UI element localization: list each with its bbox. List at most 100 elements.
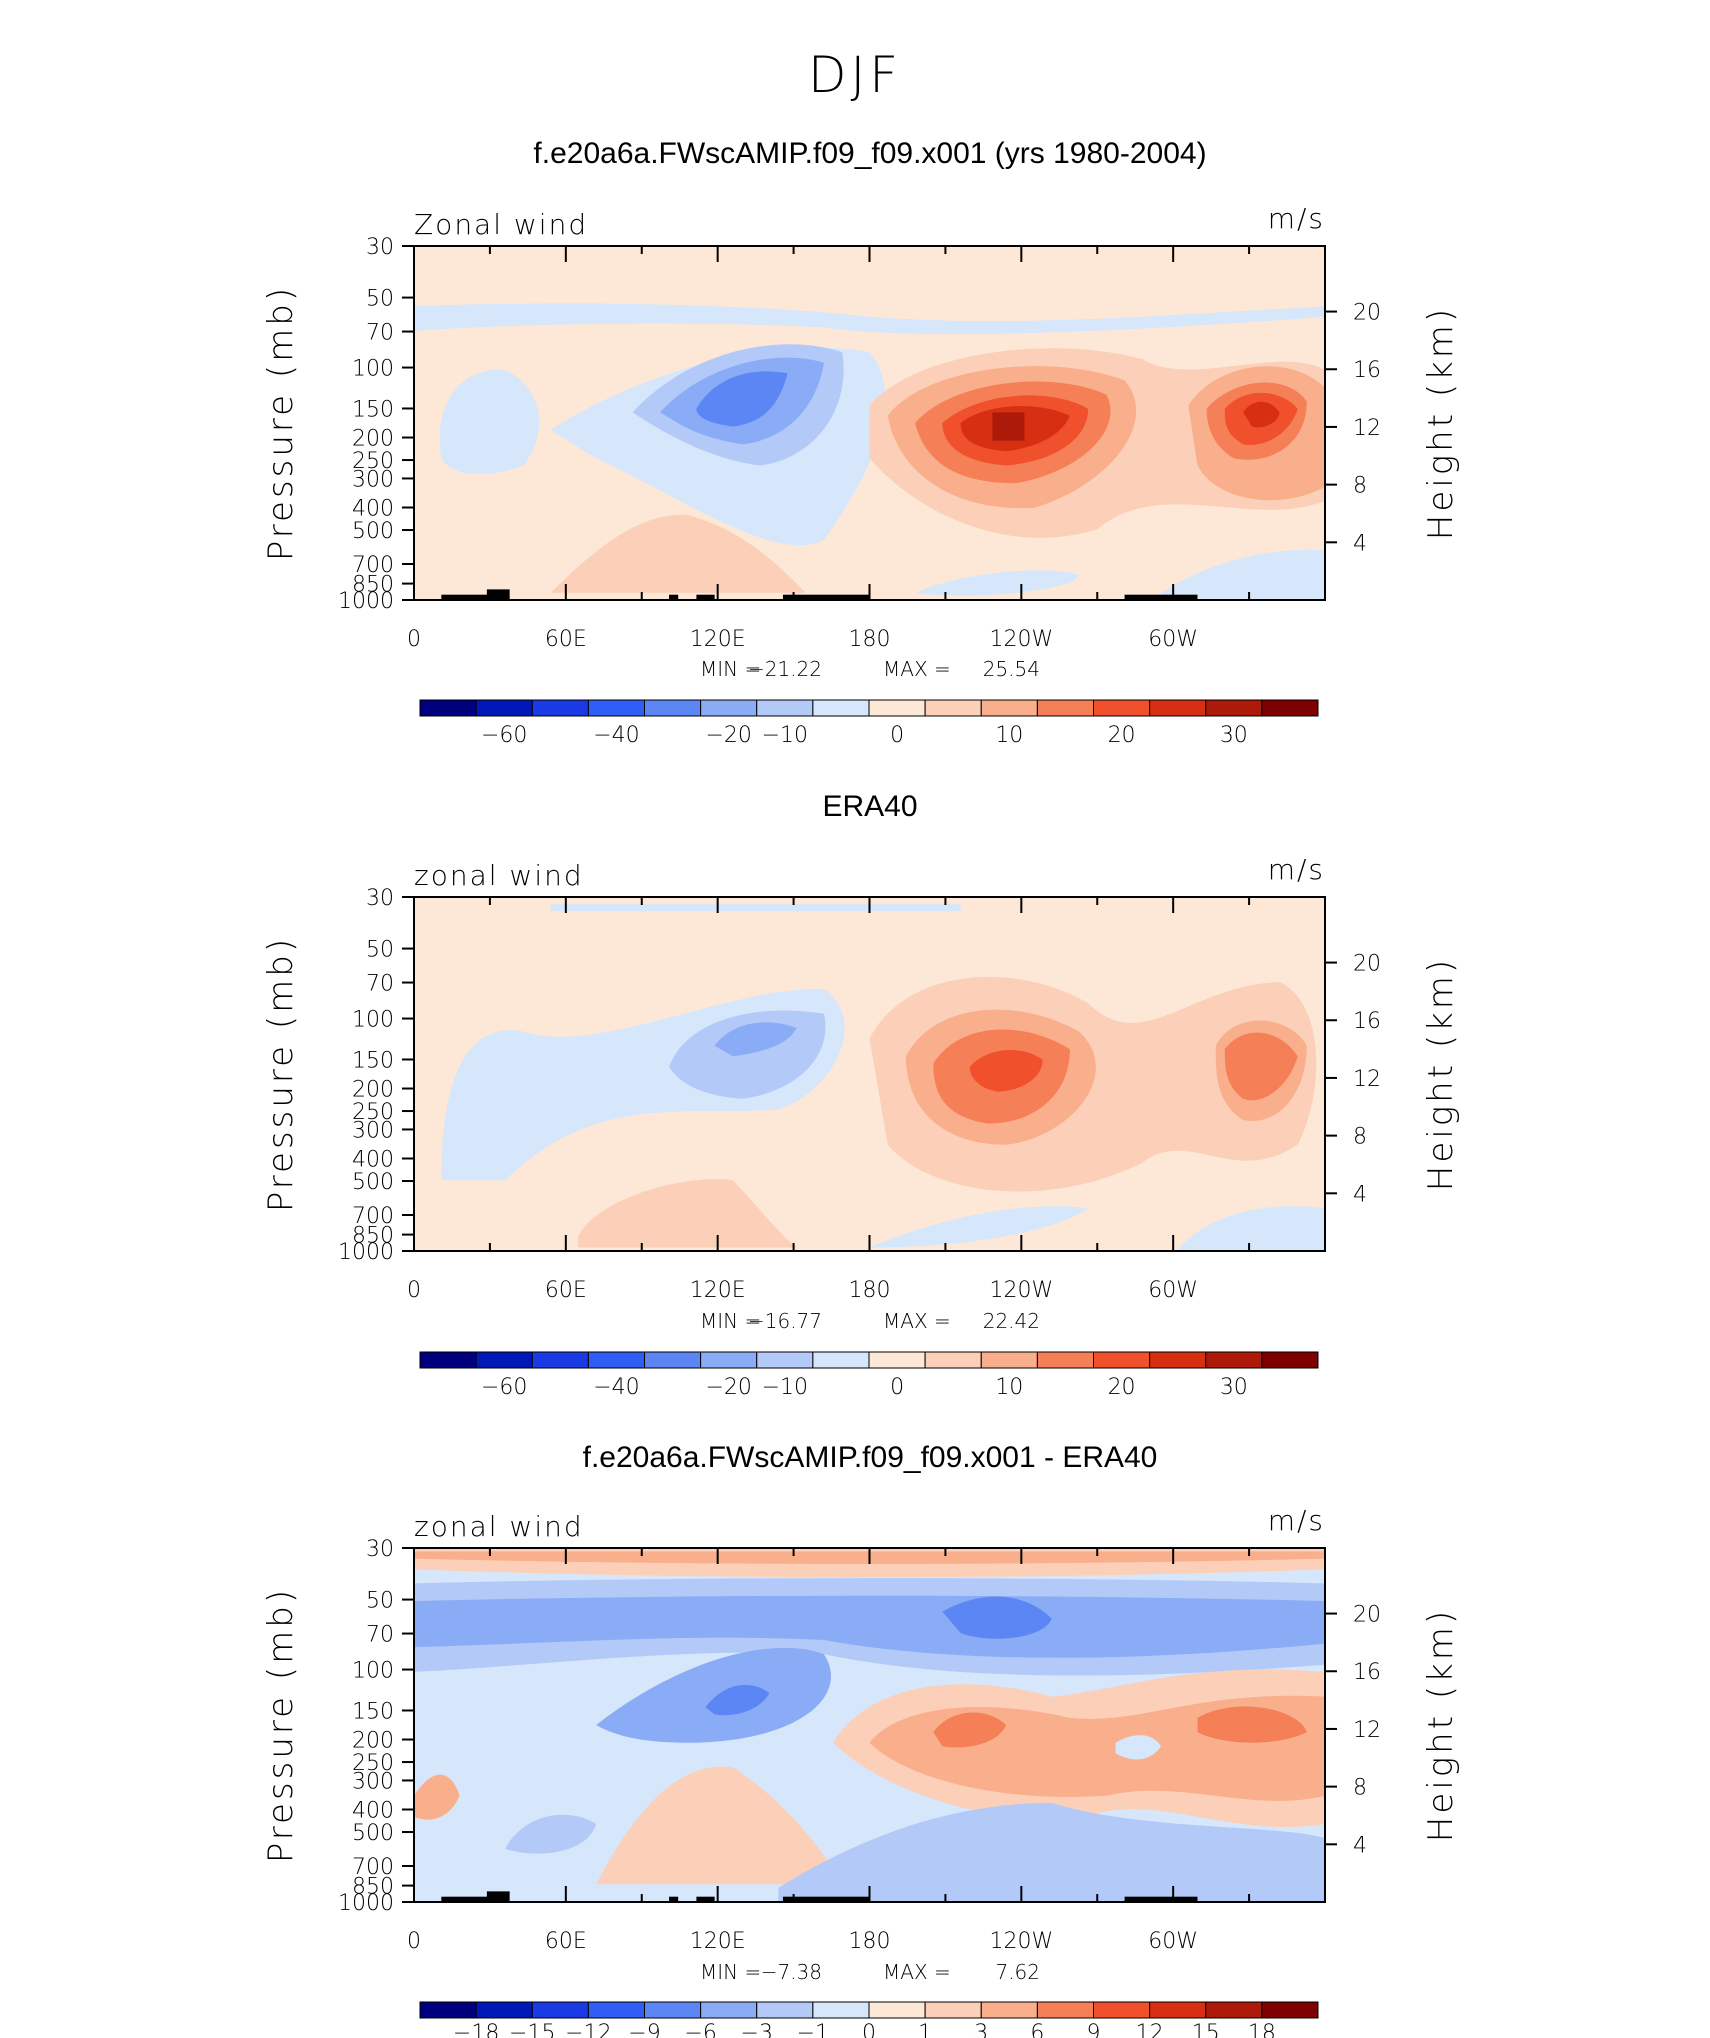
colorbar-label: −60 [481, 723, 527, 748]
colorbar: −18 −15 −12 −9 −6 −3 −1 0 1 3 6 9 12 15 18 [419, 2001, 1319, 2038]
colorbar-swatch [1036, 1351, 1094, 1369]
lon-tick-label: 180 [849, 1929, 891, 1954]
max-label: MAX = [883, 657, 951, 681]
height-tick-label: 4 [1353, 1182, 1367, 1207]
pressure-tick-label: 850 [352, 1224, 394, 1249]
height-tick-label: 16 [1353, 1009, 1381, 1034]
lon-tick-label: 0 [407, 1929, 421, 1954]
terrain-block [669, 594, 679, 600]
pressure-tick-label: 700 [352, 553, 394, 578]
contour-region [414, 1774, 460, 1820]
terrain-block [782, 1896, 870, 1902]
height-tick-label: 12 [1353, 1718, 1381, 1743]
contour-region [942, 1596, 1052, 1639]
lon-tick-label: 60E [545, 1929, 587, 1954]
terrain-block [782, 594, 870, 600]
colorbar-swatch [756, 1351, 814, 1369]
colorbar-label: 30 [1220, 723, 1248, 748]
pressure-tick-label: 200 [352, 1729, 394, 1754]
figure-title: DJF [808, 46, 902, 104]
colorbar-label: 9 [1087, 2021, 1101, 2038]
terrain-block [696, 1896, 715, 1902]
y-axis-title-right: Height (km) [1421, 306, 1461, 540]
pressure-tick-label: 500 [352, 519, 394, 544]
colorbar-label: −10 [762, 723, 808, 748]
colorbar-label: −40 [593, 1375, 639, 1400]
height-tick-label: 12 [1353, 416, 1381, 441]
height-tick-label: 16 [1353, 1660, 1381, 1685]
units-label: m/s [1268, 1504, 1325, 1537]
lon-tick-label: 120E [690, 1929, 746, 1954]
min-label: MIN = [700, 1960, 761, 1984]
height-tick-label: 20 [1353, 1603, 1381, 1628]
pressure-tick-label: 1000 [338, 1891, 394, 1916]
pressure-tick-label: 150 [352, 1048, 394, 1073]
colorbar-swatch [1036, 2001, 1094, 2019]
colorbar-swatch [700, 2001, 758, 2019]
pressure-tick-label: 700 [352, 1204, 394, 1229]
colorbar-swatch [419, 699, 477, 717]
colorbar-swatch [700, 1351, 758, 1369]
lon-tick-label: 60W [1148, 1278, 1198, 1303]
panel-difference: f.e20a6a.FWscAMIP.f09_f09.x001 - ERA40 zo… [261, 1441, 1461, 2038]
height-tick-label: 8 [1353, 474, 1367, 499]
max-label: MAX = [883, 1309, 951, 1333]
pressure-tick-label: 100 [352, 1659, 394, 1684]
pressure-tick-label: 300 [352, 1118, 394, 1143]
colorbar-swatch [924, 2001, 982, 2019]
pressure-tick-label: 300 [352, 1769, 394, 1794]
y-axis-title: Pressure (mb) [261, 285, 301, 561]
colorbar-label: 0 [862, 2021, 876, 2038]
pressure-tick-label: 30 [366, 1537, 394, 1562]
colorbar-swatch [531, 1351, 589, 1369]
contour-field [414, 897, 1325, 1251]
colorbar-swatch [587, 1351, 645, 1369]
contour-region [969, 1049, 1043, 1092]
y-axis-title: Pressure (mb) [261, 1587, 301, 1863]
pressure-tick-label: 50 [366, 938, 394, 963]
colorbar-label: −3 [741, 2021, 773, 2038]
contour-field [414, 246, 1325, 600]
colorbar-swatch [756, 2001, 814, 2019]
variable-label: zonal wind [414, 1510, 584, 1543]
pressure-tick-label: 30 [366, 886, 394, 911]
contour-region [596, 1766, 843, 1885]
colorbar-swatch [1205, 699, 1263, 717]
pressure-tick-label: 100 [352, 1008, 394, 1033]
colorbar-swatch [531, 2001, 589, 2019]
lon-tick-label: 180 [849, 627, 891, 652]
colorbar-label: −20 [705, 723, 751, 748]
contour-region [915, 570, 1079, 596]
lon-tick-label: 60W [1148, 1929, 1198, 1954]
panel-model: f.e20a6a.FWscAMIP.f09_f09.x001 (yrs 1980… [261, 137, 1461, 748]
colorbar-swatch [756, 699, 814, 717]
colorbar-label: −10 [762, 1375, 808, 1400]
lon-tick-label: 120W [989, 627, 1053, 652]
contour-region [1161, 549, 1325, 600]
height-tick-label: 20 [1353, 301, 1381, 326]
colorbar-label: 20 [1108, 1375, 1136, 1400]
pressure-tick-label: 250 [352, 449, 394, 474]
pressure-tick-label: 70 [366, 972, 394, 997]
pressure-tick-label: 250 [352, 1100, 394, 1125]
colorbar-swatch [587, 699, 645, 717]
pressure-tick-label: 100 [352, 357, 394, 382]
height-tick-label: 20 [1353, 952, 1381, 977]
height-tick-label: 8 [1353, 1776, 1367, 1801]
contour-region [578, 1178, 797, 1248]
colorbar-swatch [868, 2001, 926, 2019]
colorbar-label: 12 [1136, 2021, 1164, 2038]
pressure-tick-label: 250 [352, 1751, 394, 1776]
pressure-tick-label: 300 [352, 467, 394, 492]
lon-tick-label: 180 [849, 1278, 891, 1303]
contour-region [778, 1802, 1325, 1902]
terrain-block [1124, 1896, 1198, 1902]
colorbar-swatch [644, 2001, 702, 2019]
colorbar-swatch [587, 2001, 645, 2019]
colorbar-label: 10 [995, 723, 1023, 748]
colorbar-label: −40 [593, 723, 639, 748]
pressure-tick-label: 50 [366, 287, 394, 312]
height-tick-label: 8 [1353, 1125, 1367, 1150]
contour-region [550, 514, 806, 593]
